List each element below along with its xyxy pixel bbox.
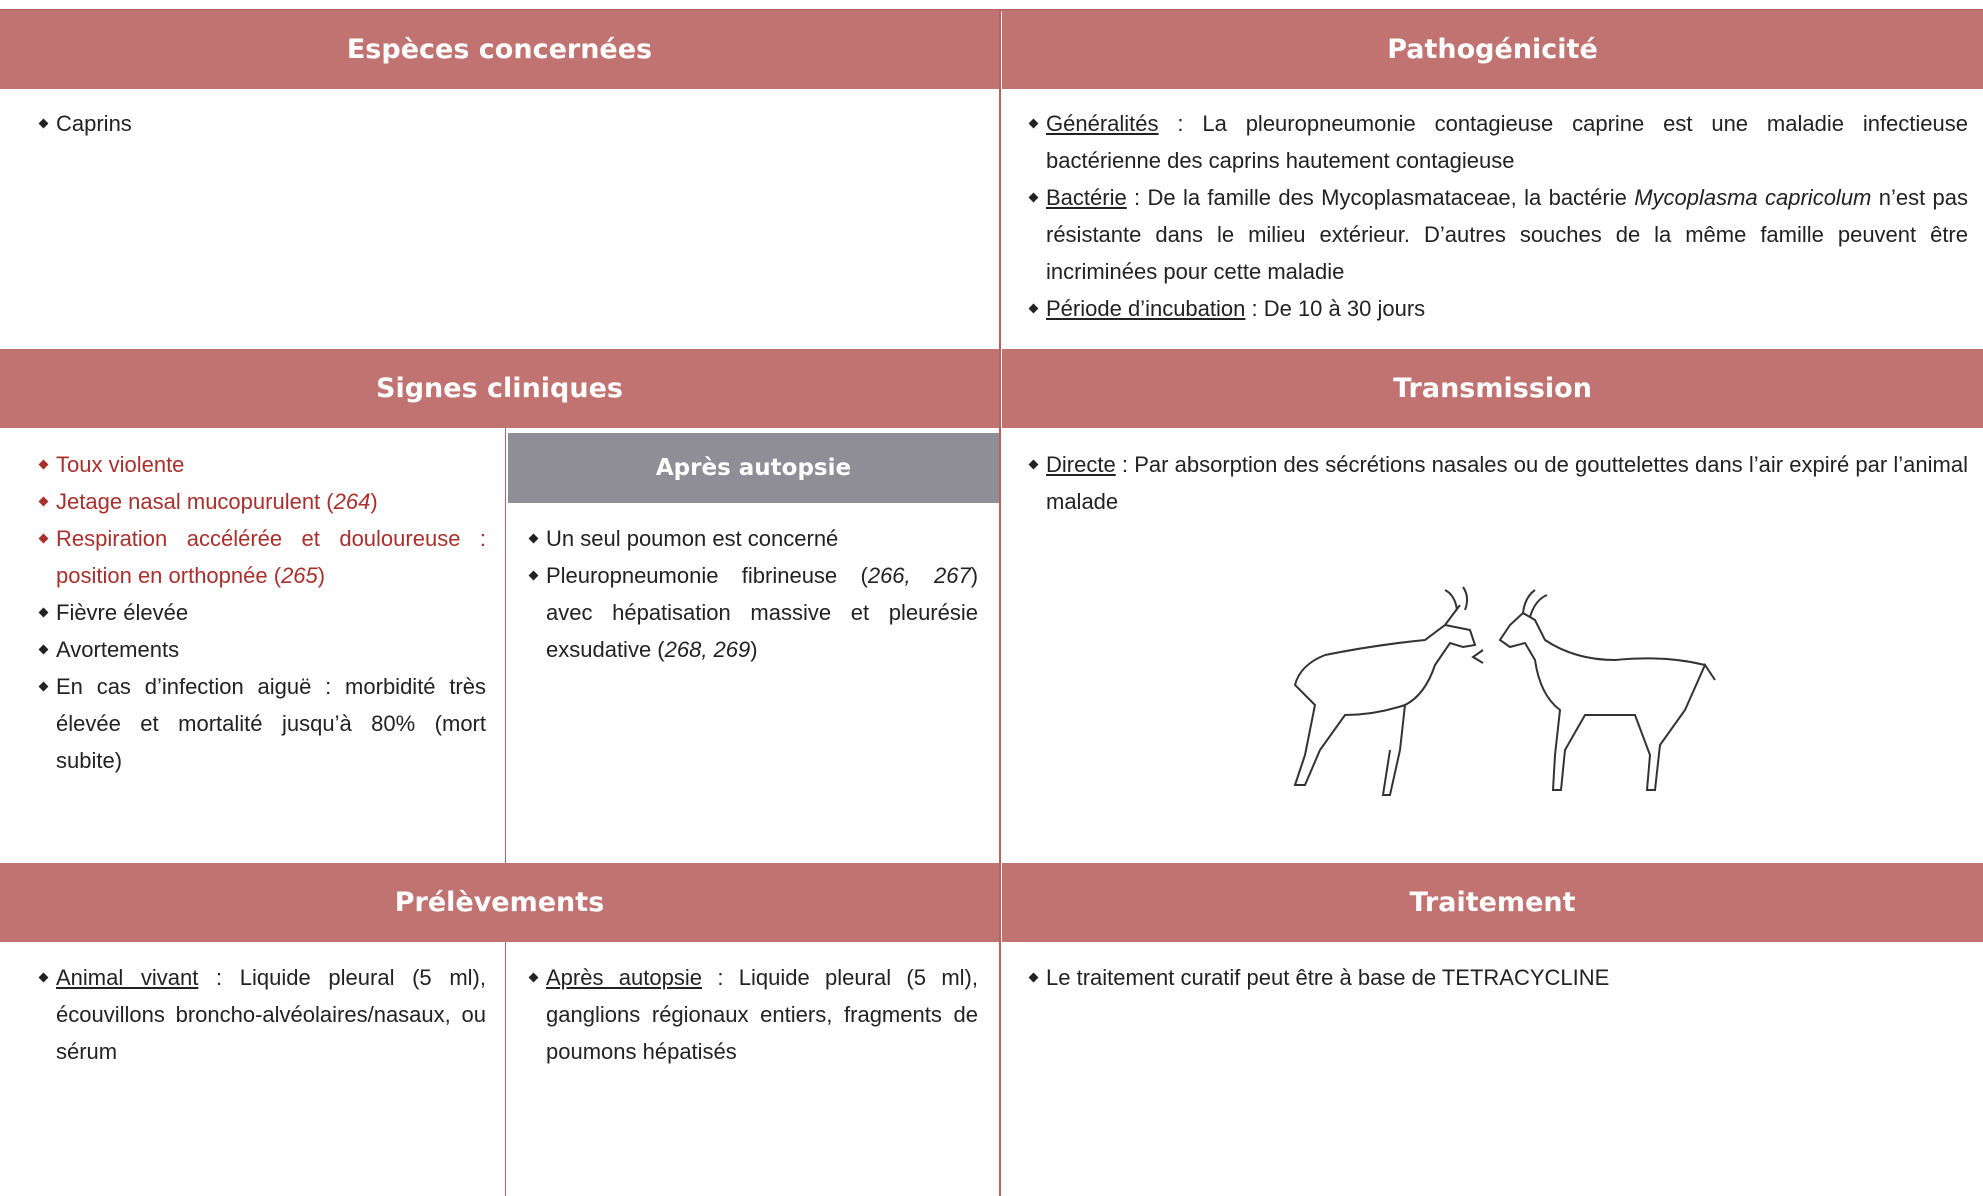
bullet-item: Caprins	[38, 105, 978, 142]
sub-header: Après autopsie	[508, 433, 999, 503]
text: Le traitement curatif peut être à base d…	[1046, 965, 1610, 990]
text: : De 10 à 30 jours	[1245, 296, 1426, 321]
bullet-item: Généralités : La pleuropneumonie contagi…	[1028, 105, 1968, 179]
bullet-item: Fièvre élevée	[38, 594, 486, 631]
reference: 268, 269	[664, 637, 751, 662]
bullet-item: Période d’incubation : De 10 à 30 jours	[1028, 290, 1968, 327]
bullet-item: Animal vivant : Liquide pleural (5 ml), …	[38, 959, 486, 1070]
bullet-item: Bactérie : De la famille des Mycoplasmat…	[1028, 179, 1968, 290]
section-header: Prélèvements	[0, 863, 999, 942]
text: )	[317, 563, 326, 588]
text: : De la famille des Mycoplasmataceae, la…	[1126, 185, 1635, 210]
text: Toux violente	[56, 452, 185, 477]
text: Caprins	[56, 111, 132, 136]
text: Avortements	[56, 637, 180, 662]
section-header: Transmission	[1002, 349, 1983, 428]
text: : Par absorption des sécrétions nasales …	[1046, 452, 1968, 514]
text: Jetage nasal mucopurulent (	[56, 489, 334, 514]
bullet-item: Toux violente	[38, 446, 486, 483]
bullet-item: Directe : Par absorption des sécrétions …	[1028, 446, 1968, 520]
text: : Liquide pleural (5 ml), écouvillons br…	[56, 965, 486, 1064]
text: : Liquide pleural (5 ml), ganglions régi…	[546, 965, 978, 1064]
bullet-item: Respiration accélérée et douloureuse : p…	[38, 520, 486, 594]
reference: Mycoplasma capricolum	[1634, 185, 1872, 210]
section-header: Espèces concernées	[0, 10, 999, 89]
item-list: Toux violente Jetage nasal mucopurulent (…	[38, 446, 486, 779]
text: )	[370, 489, 378, 514]
label: Généralités	[1046, 111, 1159, 136]
goats-illustration	[1293, 586, 1716, 796]
bullet-item: En cas d’infection aiguë : morbidité trè…	[38, 668, 486, 779]
item-list: Généralités : La pleuropneumonie contagi…	[1028, 105, 1968, 327]
reference: 266, 267	[867, 563, 971, 588]
text: Respiration accélérée et douloureuse : p…	[56, 526, 486, 588]
section-header: Pathogénicité	[1002, 10, 1983, 89]
text: n’est pas résistante dans le milieu exté…	[1046, 185, 1968, 284]
label: Après autopsie	[546, 965, 702, 990]
item-list: Animal vivant : Liquide pleural (5 ml), …	[38, 959, 486, 1070]
column-divider	[505, 942, 506, 1196]
section-header: Traitement	[1002, 863, 1983, 942]
column-divider	[999, 10, 1001, 1196]
label: Période d’incubation	[1046, 296, 1246, 321]
item-list: Après autopsie : Liquide pleural (5 ml),…	[528, 959, 978, 1070]
bullet-item: Le traitement curatif peut être à base d…	[1028, 959, 1968, 996]
bullet-item: Jetage nasal mucopurulent (264)	[38, 483, 486, 520]
label: Directe	[1046, 452, 1116, 477]
text: Un seul poumon est concerné	[546, 526, 839, 551]
item-list: Un seul poumon est concerné Pleuropneumon…	[528, 520, 978, 668]
item-list: Le traitement curatif peut être à base d…	[1028, 959, 1968, 996]
bullet-item: Pleuropneumonie fibrineuse (266, 267) av…	[528, 557, 978, 668]
bullet-item: Avortements	[38, 631, 486, 668]
section-header: Signes cliniques	[0, 349, 999, 428]
bullet-item: Après autopsie : Liquide pleural (5 ml),…	[528, 959, 978, 1070]
item-list: Directe : Par absorption des sécrétions …	[1028, 446, 1968, 520]
column-divider	[505, 428, 506, 863]
item-list: Caprins	[38, 105, 978, 142]
label: Animal vivant	[56, 965, 199, 990]
reference: 264	[333, 489, 371, 514]
reference: 265	[281, 563, 318, 588]
text: : La pleuropneumonie contagieuse caprine…	[1046, 111, 1968, 173]
label: Bactérie	[1046, 185, 1127, 210]
text: )	[750, 637, 758, 662]
text: En cas d’infection aiguë : morbidité trè…	[56, 674, 486, 773]
text: ) avec hépatisation massive et pleurésie…	[546, 563, 979, 662]
text: Fièvre élevée	[56, 600, 189, 625]
bullet-item: Un seul poumon est concerné	[528, 520, 978, 557]
text: Pleuropneumonie fibrineuse (	[546, 563, 868, 588]
